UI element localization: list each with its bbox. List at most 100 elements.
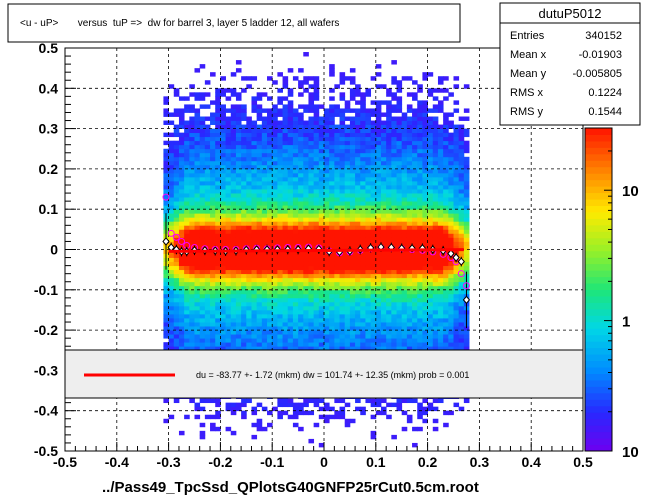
heatmap-cell	[437, 245, 444, 250]
heatmap-cell	[292, 338, 299, 343]
heatmap-cell	[189, 338, 195, 343]
heatmap-cell	[406, 180, 413, 186]
heatmap-cell	[406, 330, 413, 335]
heatmap-cell	[339, 92, 346, 97]
heatmap-cell	[313, 201, 320, 206]
heatmap-cell	[194, 330, 201, 335]
heatmap-cell	[303, 140, 309, 146]
heatmap-cell	[334, 172, 340, 178]
heatmap-cell	[406, 185, 413, 190]
heatmap-cell	[256, 422, 263, 428]
heatmap-cell	[184, 140, 190, 146]
heatmap-cell	[443, 289, 449, 295]
heatmap-cell	[313, 318, 320, 323]
heatmap-cell	[163, 185, 169, 190]
heatmap-cell	[261, 305, 268, 311]
heatmap-cell	[204, 185, 211, 190]
heatmap-cell	[313, 140, 320, 146]
heatmap-cell	[199, 221, 206, 226]
color-scale-band	[585, 179, 612, 187]
heatmap-cell	[298, 164, 304, 170]
heatmap-cell	[189, 148, 195, 154]
heatmap-cell	[375, 398, 382, 404]
heatmap-cell	[458, 136, 465, 142]
heatmap-cell	[386, 289, 392, 295]
heatmap-cell	[432, 132, 439, 138]
heatmap-cell	[292, 281, 299, 287]
heatmap-cell	[412, 201, 418, 206]
heatmap-cell	[241, 172, 247, 178]
heatmap-cell	[406, 326, 413, 331]
heatmap-cell	[386, 265, 392, 271]
heatmap-cell	[453, 301, 460, 307]
heatmap-cell	[235, 273, 242, 279]
heatmap-cell	[386, 189, 392, 194]
heatmap-cell	[168, 209, 175, 214]
heatmap-cell	[349, 418, 356, 424]
heatmap-cell	[277, 330, 283, 335]
heatmap-cell	[360, 285, 366, 291]
heatmap-cell	[225, 164, 232, 170]
heatmap-cell	[458, 205, 465, 210]
heatmap-cell	[210, 293, 216, 299]
heatmap-cell	[194, 257, 201, 262]
heatmap-cell	[178, 277, 185, 283]
heatmap-cell	[458, 318, 465, 323]
heatmap-cell	[292, 136, 299, 142]
heatmap-cell	[235, 68, 242, 73]
heatmap-cell	[251, 76, 258, 81]
heatmap-cell	[396, 185, 403, 190]
heatmap-cell	[287, 309, 294, 315]
heatmap-cell	[210, 330, 216, 335]
heatmap-cell	[303, 313, 309, 319]
fit-line-segment	[168, 248, 464, 253]
heatmap-cell	[267, 346, 273, 351]
heatmap-cell	[412, 108, 418, 113]
heatmap-cell	[422, 189, 428, 194]
heatmap-cell	[370, 193, 377, 198]
heatmap-cell	[277, 313, 283, 319]
heatmap-cell	[272, 116, 278, 121]
heatmap-cell	[386, 237, 392, 242]
heatmap-cell	[251, 342, 258, 347]
heatmap-cell	[427, 92, 434, 97]
heatmap-cell	[360, 301, 366, 307]
heatmap-cell	[360, 253, 366, 258]
heatmap-cell	[422, 293, 428, 299]
heatmap-cell	[355, 144, 361, 150]
heatmap-cell	[344, 108, 351, 113]
heatmap-cell	[443, 164, 449, 170]
heatmap-cell	[339, 245, 346, 250]
heatmap-cell	[241, 185, 247, 190]
heatmap-cell	[427, 213, 434, 218]
stats-value-rms-y: 0.1544	[588, 106, 622, 118]
heatmap-cell	[412, 265, 418, 271]
heatmap-cell	[318, 253, 325, 258]
heatmap-cell	[437, 213, 444, 218]
heatmap-cell	[443, 338, 449, 343]
heatmap-cell	[277, 301, 283, 307]
heatmap-cell	[163, 398, 169, 404]
heatmap-cell	[453, 281, 460, 287]
heatmap-cell	[204, 205, 211, 210]
heatmap-cell	[396, 241, 403, 246]
heatmap-cell	[241, 257, 247, 262]
heatmap-cell	[313, 108, 320, 113]
heatmap-cell	[448, 193, 454, 198]
heatmap-cell	[349, 233, 356, 238]
heatmap-cell	[308, 209, 315, 214]
heatmap-cell	[453, 342, 460, 347]
heatmap-cell	[241, 213, 247, 218]
heatmap-cell	[422, 140, 428, 146]
heatmap-cell	[298, 180, 304, 186]
heatmap-cell	[220, 128, 226, 134]
heatmap-cell	[360, 176, 366, 182]
heatmap-cell	[308, 281, 315, 287]
heatmap-cell	[163, 148, 169, 154]
heatmap-cell	[339, 322, 346, 327]
heatmap-cell	[401, 426, 408, 432]
heatmap-cell	[339, 305, 346, 311]
heatmap-cell	[220, 241, 226, 246]
heatmap-cell	[267, 164, 273, 170]
heatmap-cell	[401, 289, 408, 295]
